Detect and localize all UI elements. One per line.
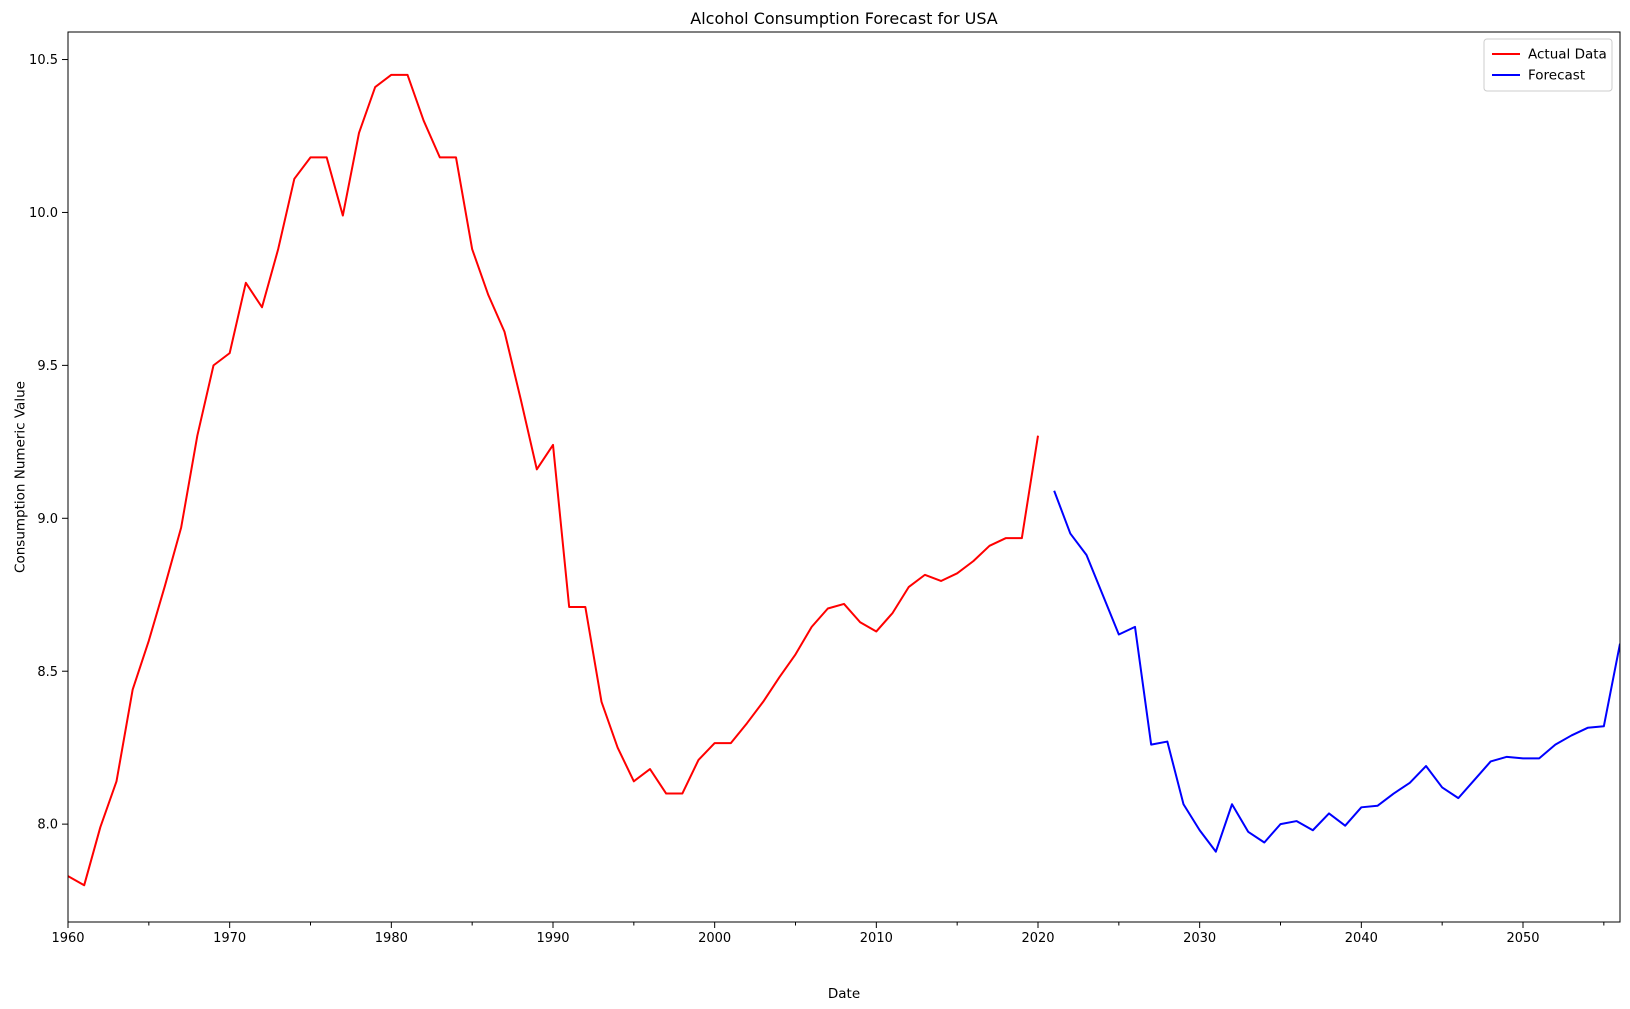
chart-title: Alcohol Consumption Forecast for USA: [690, 9, 998, 28]
x-tick-label: 2000: [698, 931, 731, 946]
y-axis-label: Consumption Numeric Value: [13, 381, 29, 573]
y-tick-label: 9.5: [37, 359, 58, 374]
series-line-actual: [68, 73, 1039, 887]
x-axis-label: Date: [828, 986, 860, 1002]
y-tick-label: 10.5: [29, 53, 58, 68]
x-tick-label: 1980: [375, 931, 408, 946]
x-tick-label: 1990: [536, 931, 569, 946]
y-tick-label: 9.0: [37, 512, 58, 527]
x-tick-label: 2020: [1021, 931, 1054, 946]
legend-label: Actual Data: [1528, 47, 1607, 63]
series-line-forecast: [1053, 490, 1620, 853]
y-tick-label: 8.5: [37, 665, 58, 680]
legend-label: Forecast: [1528, 68, 1585, 84]
plot-area: [68, 73, 1620, 887]
axes-frame: [67, 31, 1621, 923]
x-tick-label: 1960: [51, 931, 84, 946]
x-tick-label: 1970: [213, 931, 246, 946]
x-tick-label: 2050: [1506, 931, 1539, 946]
legend: Actual Data Forecast: [1483, 38, 1613, 92]
legend-box: [1483, 38, 1613, 92]
x-tick-label: 2040: [1345, 931, 1378, 946]
axes: 1960 1970 1980 1990 2000 2010 2020 2030 2040 2050…: [29, 31, 1621, 946]
x-tick-label: 2010: [860, 931, 893, 946]
y-tick-label: 8.0: [37, 818, 58, 833]
y-tick-label: 10.0: [29, 206, 58, 221]
x-tick-label: 2030: [1183, 931, 1216, 946]
